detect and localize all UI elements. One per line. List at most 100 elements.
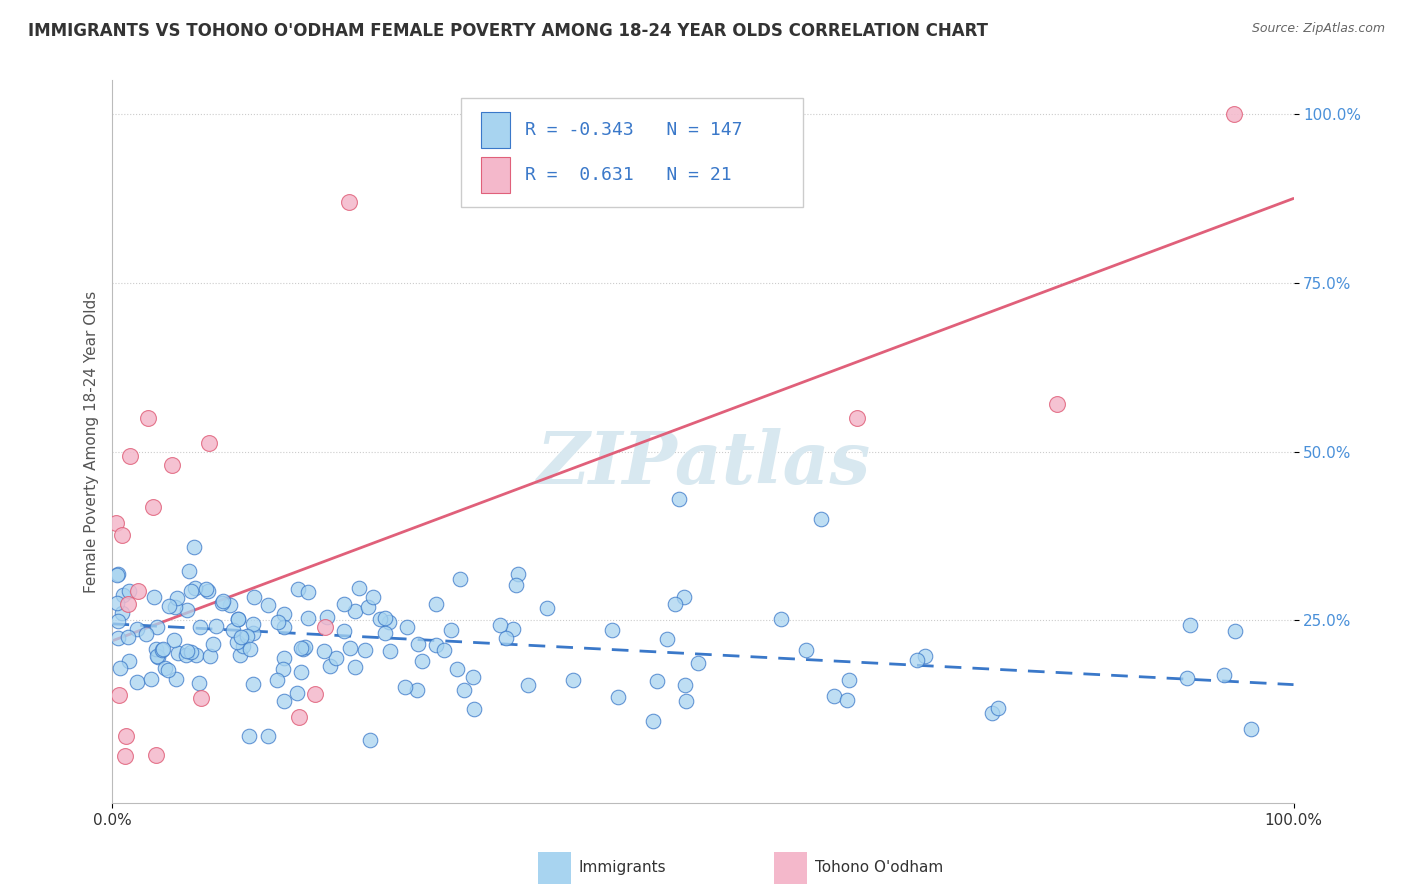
Point [136,411,159,425]
Point [242,617,264,632]
Point [222,623,245,637]
Point [845,411,868,425]
Point [211,596,233,610]
Point [297,584,319,599]
Point [125,622,148,636]
Point [294,640,316,654]
Point [105,596,128,610]
Point [453,683,475,698]
Point [337,194,360,209]
Point [153,661,176,675]
Point [354,643,377,657]
Point [111,588,134,602]
Point [433,643,456,657]
Text: R =  0.631   N = 21: R = 0.631 N = 21 [524,166,731,184]
FancyBboxPatch shape [773,852,807,884]
Point [176,644,198,658]
Point [668,491,690,506]
Point [536,601,558,615]
Point [165,600,187,615]
Point [502,622,524,636]
Point [243,591,266,605]
Point [1225,624,1247,638]
Point [118,584,141,599]
FancyBboxPatch shape [461,98,803,207]
Point [333,597,356,611]
Point [655,632,678,647]
Point [211,594,233,608]
Point [197,584,219,599]
Point [166,591,188,605]
FancyBboxPatch shape [481,112,510,148]
Point [108,661,131,675]
Point [368,613,391,627]
Point [105,516,128,530]
Point [304,687,326,701]
Point [425,638,447,652]
Point [204,618,226,632]
Point [226,612,249,626]
Point [271,662,294,676]
Point [183,540,205,554]
Point [180,645,202,659]
Point [361,591,384,605]
Point [228,612,250,626]
Point [394,680,416,694]
Point [378,643,401,657]
Point [219,598,242,612]
Point [139,672,162,686]
Point [176,603,198,617]
Point [987,701,1010,715]
FancyBboxPatch shape [537,852,571,884]
Point [114,729,136,743]
Point [285,686,308,700]
Point [117,597,139,611]
Point [183,581,205,595]
Point [1180,618,1202,632]
Point [673,678,696,692]
Point [312,644,335,658]
Point [411,654,433,668]
Point [344,604,367,618]
Point [157,599,180,614]
Point [446,662,468,676]
Point [160,458,183,472]
Point [184,648,207,663]
Point [198,435,221,450]
Point [673,590,696,604]
Point [152,642,174,657]
Point [273,607,295,622]
Point [190,691,212,706]
Point [117,630,139,644]
Text: Immigrants: Immigrants [579,860,666,875]
Point [146,650,169,665]
Point [290,640,312,655]
Point [408,638,430,652]
Point [641,714,664,729]
Text: ZIPatlas: ZIPatlas [536,428,870,499]
Point [495,631,517,645]
Point [378,615,401,629]
Point [607,690,630,705]
Point [359,732,381,747]
Point [508,567,530,582]
Point [266,673,288,687]
Point [257,729,280,743]
Point [146,649,169,664]
Point [229,630,252,644]
Point [374,625,396,640]
Point [135,627,157,641]
Point [357,599,380,614]
FancyBboxPatch shape [481,157,510,193]
Point [505,578,527,592]
Point [835,692,858,706]
Point [347,581,370,595]
Point [981,706,1004,720]
Point [332,624,354,639]
Point [226,635,249,649]
Text: IMMIGRANTS VS TOHONO O'ODHAM FEMALE POVERTY AMONG 18-24 YEAR OLDS CORRELATION CH: IMMIGRANTS VS TOHONO O'ODHAM FEMALE POVE… [28,22,988,40]
Point [688,657,710,671]
Point [239,642,262,657]
Point [200,648,222,663]
Text: R = -0.343   N = 147: R = -0.343 N = 147 [524,121,742,139]
